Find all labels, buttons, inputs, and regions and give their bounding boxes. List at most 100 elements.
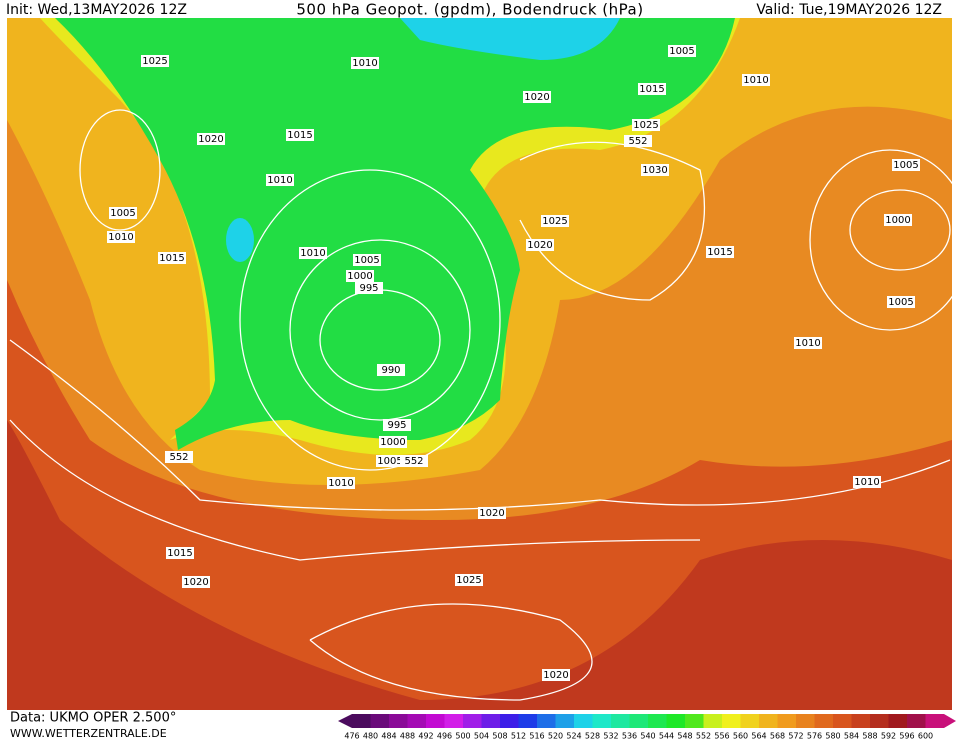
scale-swatch (370, 714, 389, 728)
scale-swatch (925, 714, 944, 728)
label-box (400, 455, 428, 467)
isobar-label: 1015 (167, 548, 192, 559)
label-box (632, 119, 660, 131)
isobar-label: 1020 (524, 92, 549, 103)
label-box (165, 451, 193, 463)
label-box (182, 576, 210, 588)
isobar-label: 1020 (198, 134, 223, 145)
isobar-label: 1010 (854, 477, 879, 488)
label-box (641, 164, 669, 176)
scale-label: 484 (381, 732, 396, 741)
scale-swatch (611, 714, 630, 728)
map-title: 500 hPa Geopot. (gpdm), Bodendruck (hPa) (296, 1, 643, 19)
label-box (892, 159, 920, 171)
isobar-label: 1005 (888, 297, 913, 308)
scale-swatch (537, 714, 556, 728)
isobar-label: 1005 (354, 255, 379, 266)
label-box (286, 129, 314, 141)
scale-swatch (833, 714, 852, 728)
label-box (166, 547, 194, 559)
isobar-label: 1020 (183, 577, 208, 588)
label-box (542, 669, 570, 681)
scale-label: 480 (363, 732, 378, 741)
scale-swatch (870, 714, 889, 728)
scale-label: 520 (548, 732, 563, 741)
scale-swatch (481, 714, 500, 728)
isobar-label: 1015 (287, 130, 312, 141)
scale-label: 552 (696, 732, 711, 741)
scale-label: 584 (844, 732, 859, 741)
isobar-label: 1000 (380, 437, 405, 448)
isobar-label: 1005 (893, 160, 918, 171)
isobar-label: 1000 (347, 271, 372, 282)
label-box (624, 135, 652, 147)
scale-label: 556 (714, 732, 729, 741)
scale-swatch (814, 714, 833, 728)
scale-label: 540 (640, 732, 655, 741)
scale-swatch (463, 714, 482, 728)
scale-label: 564 (751, 732, 766, 741)
isobar-label: 995 (387, 420, 406, 431)
scale-label: 524 (566, 732, 581, 741)
scale-label: 580 (825, 732, 840, 741)
label-box (526, 239, 554, 251)
isobar-label: 1030 (642, 165, 667, 176)
isobar-label: 1010 (795, 338, 820, 349)
scale-swatch (888, 714, 907, 728)
scale-label: 592 (881, 732, 896, 741)
scale-label: 544 (659, 732, 674, 741)
label-box (541, 215, 569, 227)
scale-label: 596 (899, 732, 914, 741)
label-box (377, 364, 405, 376)
label-box (706, 246, 734, 258)
label-box (668, 45, 696, 57)
scale-label: 504 (474, 732, 489, 741)
isobar-label: 1020 (543, 670, 568, 681)
scale-label: 572 (788, 732, 803, 741)
scale-swatch (740, 714, 759, 728)
scale-swatch (629, 714, 648, 728)
valid-time: Valid: Tue,19MAY2026 12Z (756, 2, 942, 18)
label-box (158, 252, 186, 264)
scale-swatch (777, 714, 796, 728)
label-box (355, 282, 383, 294)
label-box (794, 337, 822, 349)
isobar-label: 1010 (300, 248, 325, 259)
scale-swatch (685, 714, 704, 728)
label-box (383, 419, 411, 431)
label-box (455, 574, 483, 586)
scale-swatch (722, 714, 741, 728)
label-box (327, 477, 355, 489)
isobar-label: 1020 (479, 508, 504, 519)
label-box (353, 254, 381, 266)
label-box (884, 214, 912, 226)
scale-label: 576 (807, 732, 822, 741)
label-box (141, 55, 169, 67)
isobar-label: 1025 (542, 216, 567, 227)
scale-label: 496 (437, 732, 452, 741)
scale-label: 476 (344, 732, 359, 741)
scale-label: 532 (603, 732, 618, 741)
isobar-label: 1010 (267, 175, 292, 186)
isobar-label: 1010 (328, 478, 353, 489)
isobar-label: 1005 (110, 208, 135, 219)
isobar-label: 1025 (142, 56, 167, 67)
website: WWW.WETTERZENTRALE.DE (10, 727, 167, 740)
map (7, 18, 959, 710)
scale-swatch (518, 714, 537, 728)
cold-core (400, 18, 620, 60)
label-box (853, 476, 881, 488)
scale-swatch (389, 714, 408, 728)
scale-label: 492 (418, 732, 433, 741)
isobar-label: 1005 (377, 456, 402, 467)
scale-swatch (666, 714, 685, 728)
isobar-label: 1010 (352, 58, 377, 69)
scale-swatch (352, 714, 371, 728)
isobar-label: 1015 (707, 247, 732, 258)
label-box (299, 247, 327, 259)
label-box (197, 133, 225, 145)
scale-label: 588 (862, 732, 877, 741)
label-box (523, 91, 551, 103)
scale-label: 488 (400, 732, 415, 741)
label-box (478, 507, 506, 519)
